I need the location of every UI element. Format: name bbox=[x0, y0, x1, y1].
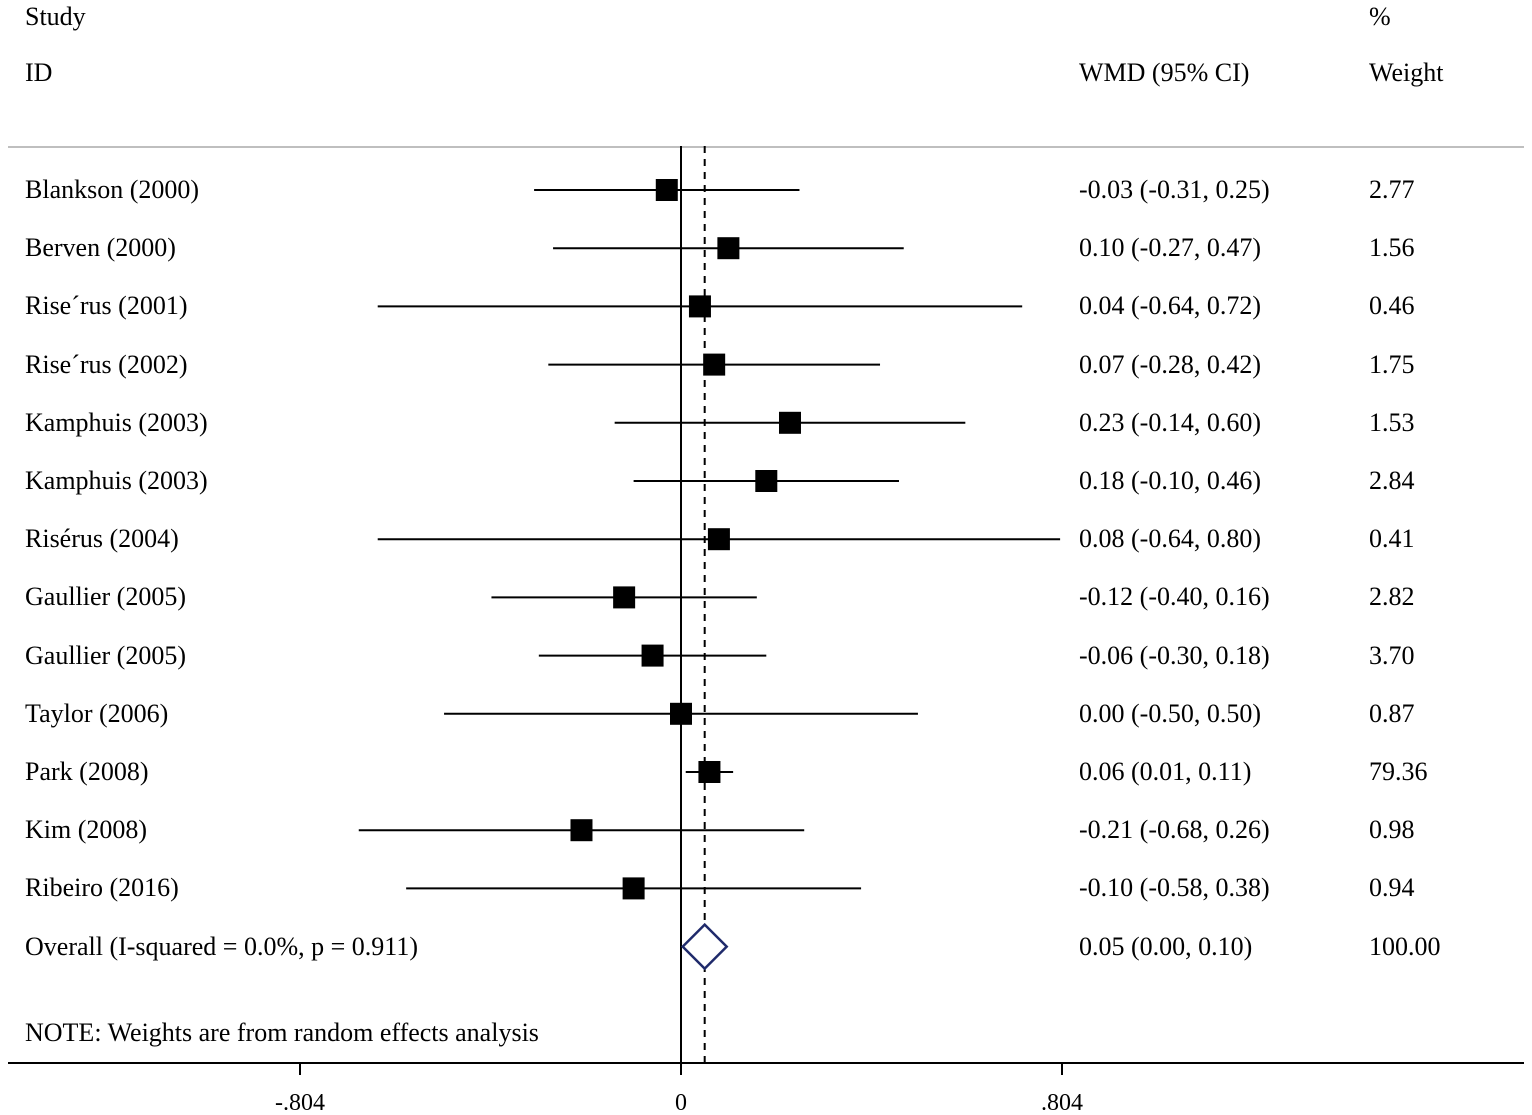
ci-text: -0.03 (-0.31, 0.25) bbox=[1079, 175, 1270, 204]
ci-text: -0.06 (-0.30, 0.18) bbox=[1079, 640, 1270, 670]
weight-text: 0.98 bbox=[1369, 815, 1415, 845]
id-header: ID bbox=[25, 58, 53, 87]
weight-text: 1.56 bbox=[1369, 233, 1415, 263]
point-estimate-marker bbox=[778, 411, 801, 434]
study-label: Gaullier (2005) bbox=[25, 582, 187, 612]
point-estimate-marker bbox=[655, 179, 678, 201]
point-estimate-marker bbox=[641, 644, 664, 667]
ci-text: 0.07 (-0.28, 0.42) bbox=[1079, 349, 1261, 379]
point-estimate-marker bbox=[613, 586, 636, 609]
overall-diamond bbox=[680, 922, 729, 971]
percent-header: % bbox=[1369, 2, 1391, 31]
study-label: Kim (2008) bbox=[25, 815, 148, 845]
study-label: Rise´rus (2001) bbox=[25, 291, 188, 321]
point-estimate-marker bbox=[755, 470, 778, 492]
weight-text: 0.46 bbox=[1369, 291, 1415, 321]
ci-text: 0.18 (-0.10, 0.46) bbox=[1079, 466, 1261, 495]
weight-text: 79.36 bbox=[1369, 757, 1428, 786]
ci-text: 0.06 (0.01, 0.11) bbox=[1079, 757, 1252, 786]
x-tick-label: 0 bbox=[675, 1090, 687, 1115]
weight-text: 0.94 bbox=[1369, 873, 1415, 903]
study-header: Study bbox=[25, 2, 86, 31]
study-label: Ribeiro (2016) bbox=[25, 873, 179, 903]
ci-text: -0.12 (-0.40, 0.16) bbox=[1079, 582, 1270, 612]
study-label: Kamphuis (2003) bbox=[25, 407, 208, 437]
weight-text: 2.82 bbox=[1369, 582, 1415, 612]
point-estimate-marker bbox=[622, 877, 645, 900]
point-estimate-marker bbox=[707, 528, 730, 551]
study-label: Park (2008) bbox=[25, 757, 149, 786]
weight-text: 3.70 bbox=[1369, 640, 1415, 670]
point-estimate-marker bbox=[698, 761, 721, 783]
weight-header: Weight bbox=[1369, 58, 1444, 87]
weight-text: 2.77 bbox=[1369, 175, 1415, 204]
overall-ci-text: 0.05 (0.00, 0.10) bbox=[1079, 931, 1253, 961]
study-label: Gaullier (2005) bbox=[25, 640, 187, 670]
weight-text: 1.53 bbox=[1369, 407, 1415, 437]
point-estimate-marker bbox=[717, 237, 740, 260]
weight-text: 0.41 bbox=[1369, 524, 1415, 554]
study-label: Taylor (2006) bbox=[25, 698, 169, 728]
ci-text: 0.08 (-0.64, 0.80) bbox=[1079, 524, 1261, 554]
point-estimate-marker bbox=[688, 295, 711, 318]
ci-text: 0.23 (-0.14, 0.60) bbox=[1079, 407, 1261, 437]
ci-text: -0.10 (-0.58, 0.38) bbox=[1079, 873, 1270, 903]
x-tick-label: .804 bbox=[1041, 1090, 1083, 1115]
point-estimate-marker bbox=[703, 353, 726, 376]
study-label: Rise´rus (2002) bbox=[25, 349, 188, 379]
note-text: NOTE: Weights are from random effects an… bbox=[25, 1018, 539, 1047]
ci-text: -0.21 (-0.68, 0.26) bbox=[1079, 815, 1270, 845]
ci-text: 0.00 (-0.50, 0.50) bbox=[1079, 698, 1261, 728]
weight-text: 1.75 bbox=[1369, 349, 1415, 379]
weight-text: 2.84 bbox=[1369, 466, 1415, 495]
overall-weight-text: 100.00 bbox=[1369, 931, 1441, 961]
ci-text: 0.10 (-0.27, 0.47) bbox=[1079, 233, 1261, 263]
effect-header: WMD (95% CI) bbox=[1079, 58, 1250, 87]
study-label: Blankson (2000) bbox=[25, 175, 200, 204]
ci-text: 0.04 (-0.64, 0.72) bbox=[1079, 291, 1261, 321]
study-label: Kamphuis (2003) bbox=[25, 466, 208, 495]
weight-text: 0.87 bbox=[1369, 698, 1415, 728]
point-estimate-marker bbox=[570, 819, 593, 842]
point-estimate-marker bbox=[670, 702, 692, 725]
x-tick-label: -.804 bbox=[275, 1090, 325, 1115]
study-label: Risérus (2004) bbox=[25, 524, 179, 554]
overall-label: Overall (I-squared = 0.0%, p = 0.911) bbox=[25, 931, 418, 961]
header-divider bbox=[8, 146, 1524, 148]
study-label: Berven (2000) bbox=[25, 233, 176, 263]
